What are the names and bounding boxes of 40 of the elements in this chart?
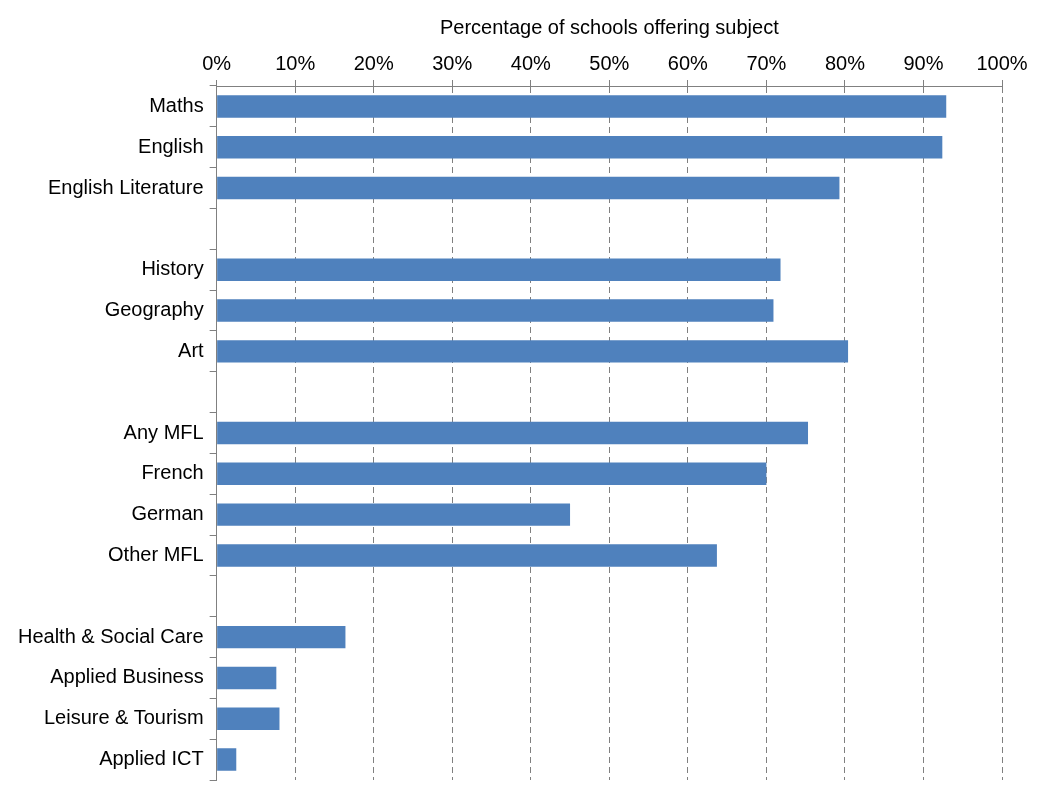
y-tick-label: Applied ICT: [99, 747, 204, 770]
y-tick-label: History: [141, 257, 204, 280]
bar: [217, 176, 840, 200]
x-tick-label: 20%: [353, 51, 394, 74]
bar: [217, 421, 809, 445]
x-tick-label: 100%: [976, 51, 1028, 74]
x-tick-label: 40%: [510, 51, 552, 74]
y-tick-label: Leisure & Tourism: [43, 706, 204, 729]
bar: [217, 707, 280, 730]
y-tick-label: French: [141, 461, 204, 484]
y-tick-label: Art: [178, 338, 205, 361]
x-tick-label: 70%: [746, 51, 787, 74]
bar: [217, 299, 774, 322]
x-tick-label: 10%: [275, 51, 316, 74]
bar: [217, 544, 717, 567]
y-tick-label: Health & Social Care: [17, 624, 204, 647]
x-tick-label: 60%: [667, 51, 709, 74]
x-tick-label: 80%: [824, 51, 866, 74]
bar: [217, 625, 346, 649]
bar: [217, 503, 571, 526]
x-axis-title: Percentage of schools offering subject: [439, 15, 780, 38]
x-tick-label: 30%: [432, 51, 473, 74]
x-tick-label: 90%: [903, 51, 944, 74]
y-tick-label: Other MFL: [108, 542, 204, 565]
x-tick-label: 50%: [589, 51, 630, 74]
bar: [217, 748, 237, 771]
y-tick-label: German: [131, 502, 204, 525]
y-tick-label: Maths: [149, 93, 204, 116]
x-tick-label: 0%: [202, 51, 232, 74]
bar: [217, 258, 781, 281]
y-tick-label: Any MFL: [123, 420, 204, 443]
bar: [217, 95, 947, 118]
y-tick-label: Applied Business: [50, 665, 204, 688]
y-tick-label: Geography: [104, 298, 204, 321]
y-tick-label: English: [138, 134, 204, 157]
bar: [217, 136, 943, 159]
bar: [217, 666, 277, 690]
bar: [217, 340, 849, 363]
y-tick-label: English Literature: [47, 175, 204, 198]
bar: [217, 462, 767, 486]
